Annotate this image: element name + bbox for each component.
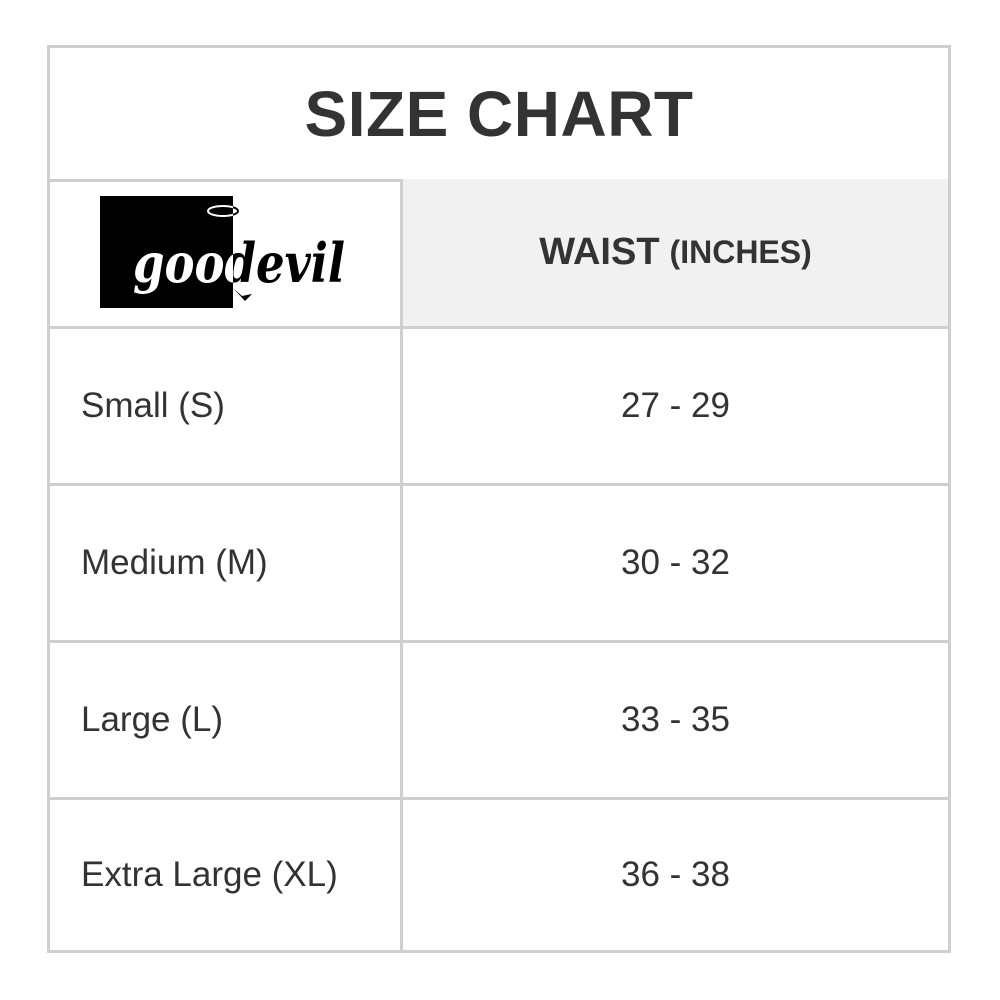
size-cell: Extra Large (XL) (50, 800, 403, 950)
waist-cell: 33 - 35 (403, 643, 948, 797)
waist-header-cell: WAIST (INCHES) (403, 179, 948, 326)
waist-value: 27 - 29 (621, 386, 730, 425)
size-label: Extra Large (XL) (81, 855, 338, 894)
halo-icon (207, 205, 239, 217)
table-row: Large (L) 33 - 35 (50, 643, 948, 800)
table-row: Extra Large (XL) 36 - 38 (50, 800, 948, 950)
size-cell: Medium (M) (50, 486, 403, 640)
page-title: SIZE CHART (304, 77, 694, 150)
logo-text: goodevil (133, 231, 345, 295)
header-row: goodevil WAIST (INCHES) (50, 179, 948, 329)
waist-value: 36 - 38 (621, 855, 730, 894)
waist-cell: 27 - 29 (403, 329, 948, 483)
size-label: Large (L) (81, 700, 224, 739)
devil-tail-icon (233, 288, 252, 301)
waist-header: WAIST (539, 231, 660, 273)
size-label: Small (S) (81, 386, 225, 425)
waist-unit: (INCHES) (669, 234, 812, 270)
size-cell: Small (S) (50, 329, 403, 483)
waist-value: 33 - 35 (621, 700, 730, 739)
goodevil-logo: goodevil (100, 196, 345, 308)
logo-cell: goodevil (50, 179, 403, 326)
waist-cell: 36 - 38 (403, 800, 948, 950)
table-row: Medium (M) 30 - 32 (50, 486, 948, 643)
size-chart-table: SIZE CHART goodevil WAIST (47, 45, 951, 953)
table-row: Small (S) 27 - 29 (50, 329, 948, 486)
waist-cell: 30 - 32 (403, 486, 948, 640)
title-row: SIZE CHART (50, 48, 948, 182)
size-label: Medium (M) (81, 543, 268, 582)
size-cell: Large (L) (50, 643, 403, 797)
waist-value: 30 - 32 (621, 543, 730, 582)
